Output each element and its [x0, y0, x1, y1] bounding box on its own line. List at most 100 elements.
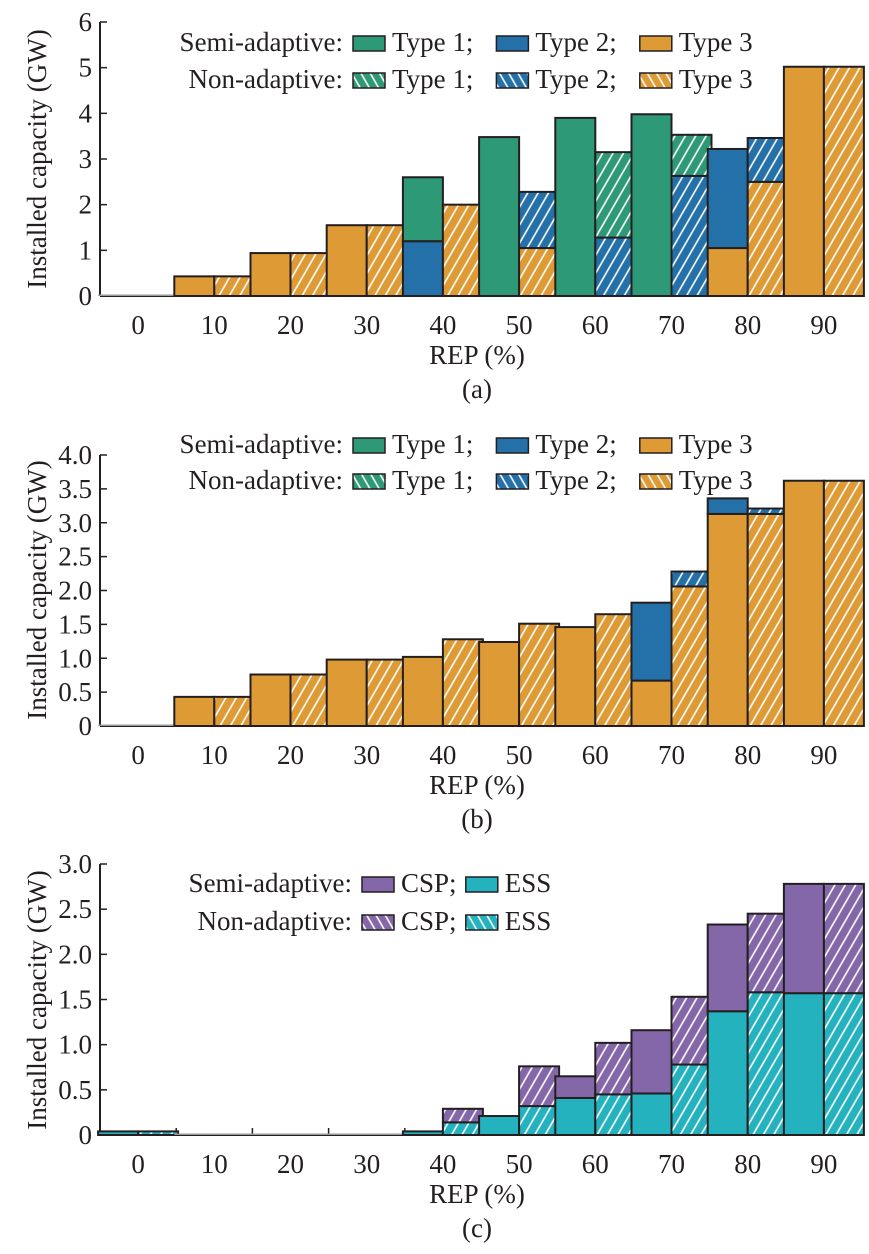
x-tick-label: 70 — [658, 740, 685, 770]
x-tick-label: 50 — [506, 740, 533, 770]
bar-semi-adaptive-type1-60 — [554, 116, 597, 298]
bar-semi-adaptive-type3-60 — [554, 626, 597, 728]
bar-non-adaptive-ess-50 — [518, 1105, 561, 1137]
legend-item-label: Type 1; — [392, 27, 473, 57]
bar-semi-adaptive-csp-80 — [706, 923, 749, 1013]
legend-item-label: ESS — [505, 906, 552, 936]
bar-semi-adaptive-type3-80 — [706, 247, 749, 298]
legend-item-label: Type 3 — [679, 465, 753, 495]
x-tick-label: 50 — [506, 1149, 533, 1179]
bar-semi-adaptive-type2-70 — [630, 601, 673, 682]
legend-item-label: Type 1; — [392, 429, 473, 459]
legend-item-label: Type 3 — [679, 64, 753, 94]
legend-swatch — [361, 876, 395, 893]
bar-non-adaptive-csp-80 — [746, 912, 789, 994]
y-tick-label: 0 — [79, 1120, 93, 1150]
x-axis-label: REP (%) — [429, 340, 525, 370]
legend-item-label: Type 2; — [535, 64, 616, 94]
y-tick-label: 3 — [79, 144, 93, 174]
bar-non-adaptive-type3-90 — [822, 65, 865, 298]
y-tick-label: 2.5 — [58, 894, 92, 924]
x-tick-label: 10 — [201, 1149, 228, 1179]
legend-swatch — [639, 35, 673, 52]
chart-panel-b: 0 0.5 1.0 1.52.0 2.5 3.0 3.5 4.0 0 10 20 30 40 50 60 70… — [22, 429, 865, 834]
bar-semi-adaptive-type3-10 — [173, 695, 216, 727]
bar-semi-adaptive-ess-60 — [554, 1096, 597, 1137]
bar-semi-adaptive-type3-90 — [782, 479, 825, 727]
bar-non-adaptive-type3-20 — [289, 252, 332, 297]
legend-swatch — [361, 914, 395, 931]
legend: Semi-adaptive: Type 1; Type 2; Type 3 Non-ad… — [180, 27, 753, 94]
x-tick-label: 0 — [131, 1149, 145, 1179]
x-tick-label: 80 — [734, 740, 761, 770]
bar-non-adaptive-type3-70 — [670, 585, 713, 727]
legend: Semi-adaptive: CSP; ESS Non-adaptive: CSP; ES… — [189, 868, 552, 936]
legend-row-label: Non-adaptive: — [189, 465, 343, 495]
bar-semi-adaptive-type2-40 — [401, 240, 444, 297]
y-tick-label: 1.0 — [58, 1030, 92, 1060]
x-tick-label: 50 — [506, 310, 533, 340]
bar-non-adaptive-type3-50 — [518, 247, 561, 298]
legend-row-label: Semi-adaptive: — [189, 868, 352, 898]
bar-non-adaptive-type3-40 — [441, 638, 484, 728]
bar-non-adaptive-type3-80 — [746, 512, 789, 727]
x-tick-label: 90 — [810, 310, 837, 340]
bar-non-adaptive-zero-20 — [290, 1133, 331, 1135]
y-tick-label: 4 — [79, 98, 93, 128]
x-tick-label: 80 — [734, 1149, 761, 1179]
bar-non-adaptive-csp-40 — [441, 1107, 484, 1124]
legend-swatch — [352, 35, 386, 52]
legend-swatch — [495, 437, 530, 454]
panel-caption: (a) — [462, 374, 492, 404]
bar-semi-adaptive-type3-90 — [782, 65, 825, 298]
bar-semi-adaptive-type1-50 — [478, 136, 521, 297]
legend-item-label: CSP; — [401, 906, 457, 936]
x-tick-label: 0 — [131, 310, 145, 340]
bar-semi-adaptive-type3-70 — [630, 679, 673, 727]
legend-swatch — [465, 876, 499, 893]
bar-non-adaptive-ess-40 — [441, 1121, 484, 1137]
bar-semi-adaptive-zero-0 — [98, 294, 139, 296]
bar-semi-adaptive-csp-70 — [630, 1029, 673, 1095]
bar-non-adaptive-ess-70 — [670, 1063, 713, 1137]
y-tick-label: 0 — [79, 711, 93, 741]
x-tick-label: 20 — [277, 740, 304, 770]
bar-non-adaptive-zero-30 — [366, 1133, 407, 1135]
y-tick-label: 0.5 — [58, 677, 92, 707]
legend-row-label: Non-adaptive: — [198, 906, 352, 936]
bar-non-adaptive-csp-50 — [518, 1065, 561, 1108]
y-tick-label: 3.5 — [58, 474, 92, 504]
bar-semi-adaptive-type3-20 — [249, 252, 292, 297]
legend-swatch — [352, 72, 386, 89]
bar-semi-adaptive-ess-50 — [478, 1115, 521, 1137]
x-tick-label: 10 — [201, 310, 228, 340]
legend-row-label: Semi-adaptive: — [180, 27, 343, 57]
y-axis-label: Installed capacity (GW) — [22, 870, 52, 1129]
x-tick-label: 80 — [734, 310, 761, 340]
x-tick-label: 10 — [201, 740, 228, 770]
bar-non-adaptive-csp-60 — [594, 1041, 637, 1096]
bar-non-adaptive-csp-70 — [670, 995, 713, 1066]
y-tick-label: 1.5 — [58, 985, 92, 1015]
y-tick-label: 0 — [79, 281, 93, 311]
legend-swatch — [352, 437, 386, 454]
y-axis-label: Installed capacity (GW) — [22, 460, 52, 719]
x-tick-label: 20 — [277, 310, 304, 340]
bar-semi-adaptive-type3-40 — [401, 655, 444, 728]
x-tick-label: 60 — [582, 1149, 609, 1179]
y-tick-label: 4.0 — [58, 440, 92, 470]
bar-non-adaptive-zero-0 — [138, 294, 179, 296]
legend-row-label: Non-adaptive: — [189, 64, 343, 94]
bar-semi-adaptive-type2-80 — [706, 497, 749, 515]
x-tick-label: 30 — [353, 740, 380, 770]
y-tick-label: 2 — [79, 190, 93, 220]
bar-non-adaptive-type2-80 — [746, 136, 789, 183]
bar-non-adaptive-type3-30 — [365, 224, 408, 297]
legend-row-label: Semi-adaptive: — [180, 429, 343, 459]
bar-non-adaptive-type3-20 — [289, 673, 332, 728]
bar-non-adaptive-type3-30 — [365, 658, 408, 727]
legend-item-label: Type 3 — [679, 429, 753, 459]
bar-semi-adaptive-ess-0 — [97, 1130, 140, 1137]
legend-swatch — [639, 437, 673, 454]
